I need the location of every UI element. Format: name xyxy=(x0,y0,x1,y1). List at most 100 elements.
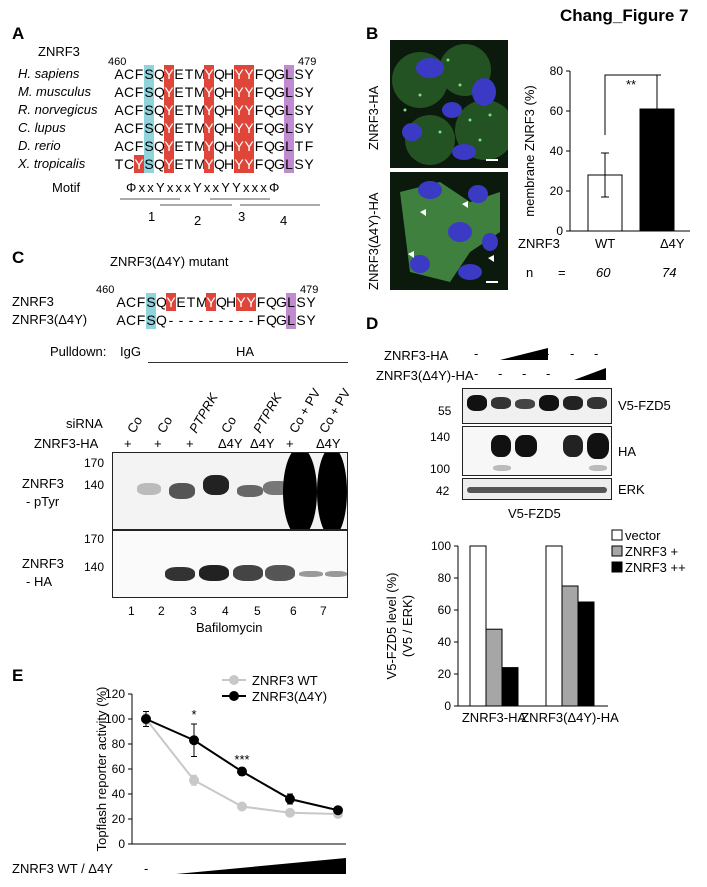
residue: L xyxy=(284,101,294,119)
residue: Y xyxy=(164,101,174,119)
y-tick-label: 100 xyxy=(431,539,451,553)
residue: S xyxy=(294,156,304,172)
residue: F xyxy=(304,138,314,154)
residue: G xyxy=(276,294,287,310)
legend-label: ZNRF3 WT xyxy=(252,673,318,688)
residue: M xyxy=(194,66,206,82)
pulldown-ha-line xyxy=(148,362,348,363)
panel-label-a: A xyxy=(12,24,25,43)
residue: S xyxy=(144,137,154,155)
data-point xyxy=(189,735,199,746)
residue: H xyxy=(224,66,235,82)
panel-label-b: B xyxy=(366,24,379,43)
data-point xyxy=(237,766,247,777)
residue: L xyxy=(284,83,294,101)
bar-vector xyxy=(469,545,487,707)
residue: F xyxy=(134,102,144,118)
image-label-znrf3-d4y-ha: ZNRF3(Δ4Y)-HA xyxy=(366,192,381,290)
residue: S xyxy=(294,66,304,82)
data-point xyxy=(189,775,199,786)
panel-b-n-d4y: 74 xyxy=(662,265,677,280)
residue: Y xyxy=(246,293,256,311)
lane-number: 7 xyxy=(320,604,327,618)
motif-number-3: 3 xyxy=(238,209,245,224)
residue: Y xyxy=(234,65,244,83)
panel-label-e: E xyxy=(12,666,24,685)
residue: Y xyxy=(234,137,244,155)
panel-c-row-name-d4y: ZNRF3(Δ4Y) xyxy=(12,312,88,327)
panel-d-mw-42: 42 xyxy=(436,484,450,498)
y-tick-label: 0 xyxy=(556,224,563,238)
residue: S xyxy=(296,312,306,328)
residue: G xyxy=(274,66,285,82)
residue: H xyxy=(224,102,235,118)
legend-label: vector xyxy=(625,528,661,543)
panel-a-start-pos: 460 xyxy=(108,56,127,68)
significance-label: ** xyxy=(626,77,636,92)
residue: A xyxy=(116,312,126,328)
residue: E xyxy=(174,120,184,136)
residue: Q xyxy=(264,120,275,136)
species-name: R. norvegicus xyxy=(18,102,98,117)
residue: Y xyxy=(234,83,244,101)
y-tick-label: 80 xyxy=(112,737,126,751)
residue: E xyxy=(174,138,184,154)
residue: Y xyxy=(244,83,254,101)
sirna-lane-label: Co xyxy=(154,413,176,436)
legend-marker xyxy=(229,675,239,685)
sirna-lane-label: PTPRK xyxy=(186,390,221,436)
residue: Y xyxy=(244,65,254,83)
residue: T xyxy=(184,138,194,154)
residue: G xyxy=(274,102,285,118)
bar-ZNRF3- xyxy=(561,585,579,707)
sirna-label: siRNA xyxy=(66,416,103,431)
residue: T xyxy=(184,120,194,136)
residue: F xyxy=(254,138,264,154)
residue: Y xyxy=(204,137,214,155)
residue: L xyxy=(284,119,294,137)
residue: F xyxy=(256,312,266,328)
bar-ZNRF3- xyxy=(485,628,503,707)
residue: M xyxy=(194,138,206,154)
residue: Q xyxy=(156,294,167,310)
row2-mark-3: - xyxy=(522,366,527,381)
residue: T xyxy=(184,84,194,100)
bar-ZNRF3- xyxy=(577,601,595,707)
znrf3ha-lane-label: + xyxy=(124,436,132,451)
panel-b-n-label: n xyxy=(526,265,534,280)
residue: Y xyxy=(164,83,174,101)
legend-label: ZNRF3(Δ4Y) xyxy=(252,689,327,704)
residue: A xyxy=(114,102,124,118)
residue: - xyxy=(188,312,194,328)
blot-ha xyxy=(462,426,612,476)
residue: G xyxy=(274,120,285,136)
residue: S xyxy=(144,83,154,101)
residue: Y xyxy=(204,83,214,101)
blot-label-ha: HA xyxy=(618,444,637,459)
blot1-mw-140: 140 xyxy=(84,478,105,492)
residue: Y xyxy=(234,155,244,173)
panel-e-dose-triangle xyxy=(176,858,346,874)
y-tick-label: 40 xyxy=(550,144,564,158)
residue: S xyxy=(294,84,304,100)
panel-b-bar-chart: 0 20 40 60 80 ** membrane ZNRF3 (%) xyxy=(522,64,690,238)
residue: S xyxy=(294,120,304,136)
residue: Y xyxy=(234,119,244,137)
motif-number-1: 1 xyxy=(148,209,155,224)
image-label-znrf3-ha: ZNRF3-HA xyxy=(366,85,381,150)
residue: A xyxy=(116,294,126,310)
panel-d-row2-label: ZNRF3(Δ4Y)-HA xyxy=(376,368,474,383)
residue: Q xyxy=(216,294,227,310)
lane-number: 1 xyxy=(128,604,135,618)
sirna-lane-label: Co xyxy=(218,413,240,436)
residue: C xyxy=(126,312,137,328)
residue: H xyxy=(224,120,235,136)
znrf3ha-lane-label: Δ4Y xyxy=(218,436,243,451)
treatment-label: Bafilomycin xyxy=(196,620,263,635)
lane-number: 3 xyxy=(190,604,197,618)
micrograph-znrf3-ha xyxy=(390,40,508,168)
